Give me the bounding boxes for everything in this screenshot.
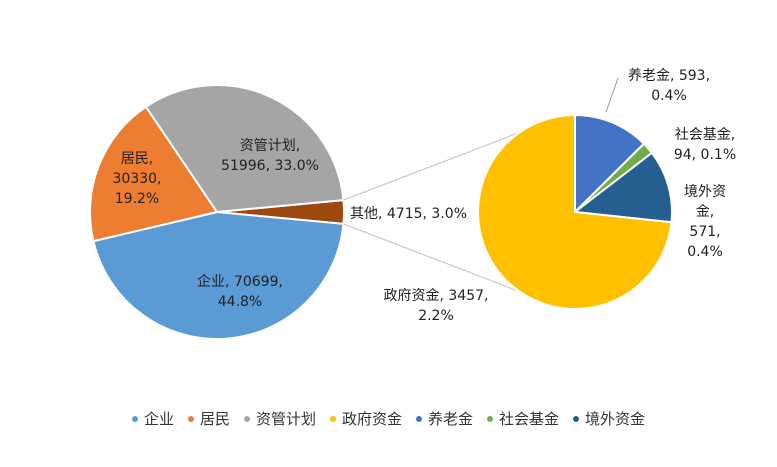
pie-slice-1: [89, 105, 219, 243]
data-label-foreign: 境外资金, 571, 0.4%: [684, 184, 726, 260]
legend-swatch: [187, 415, 194, 422]
legend-item-pension: 养老金: [416, 408, 473, 429]
data-label-social-fund: 社会基金, 94, 0.1%: [674, 126, 736, 163]
leader-line-pension: [605, 77, 619, 113]
sub-pie-slice-3: [572, 151, 673, 224]
legend-label: 政府资金: [341, 410, 402, 428]
pie-slice-2: [144, 84, 345, 214]
legend-label: 养老金: [428, 410, 474, 428]
data-label-government: 政府资金, 3457, 2.2%: [384, 288, 489, 324]
legend-swatch: [573, 415, 580, 422]
data-label-asset-mgmt: 资管计划, 51996, 33.0%: [221, 138, 319, 174]
legend-label: 居民: [199, 410, 230, 428]
sub-pie-slice-0: [477, 113, 673, 310]
legend-label: 社会基金: [499, 410, 560, 428]
data-label-enterprise: 企业, 70699, 44.8%: [197, 273, 283, 310]
legend-label: 境外资金: [585, 410, 646, 428]
legend-label: 企业: [143, 410, 174, 428]
legend-swatch: [329, 415, 336, 422]
data-label-other: 其他, 4715, 3.0%: [350, 206, 467, 222]
legend-swatch: [131, 415, 138, 422]
legend-item-foreign: 境外资金: [573, 408, 645, 429]
legend-swatch: [487, 415, 494, 422]
legend-label: 资管计划: [255, 410, 316, 428]
legend-item-social-fund: 社会基金: [487, 408, 559, 429]
chart-legend: 企业 居民 资管计划 政府资金 养老金 社会基金 境外资金: [0, 408, 777, 429]
legend-item-government: 政府资金: [329, 408, 402, 429]
legend-item-residents: 居民: [187, 408, 230, 429]
legend-swatch: [416, 415, 422, 422]
legend-item-enterprise: 企业: [131, 408, 174, 429]
data-label-pension: 养老金, 593, 0.4%: [628, 68, 710, 104]
sub-pie-slice-1: [574, 113, 646, 215]
data-label-residents: 居民, 30330, 19.2%: [113, 151, 162, 207]
pie-slice-0: [92, 210, 345, 340]
legend-swatch: [243, 415, 250, 422]
legend-item-asset-mgmt: 资管计划: [243, 408, 316, 429]
